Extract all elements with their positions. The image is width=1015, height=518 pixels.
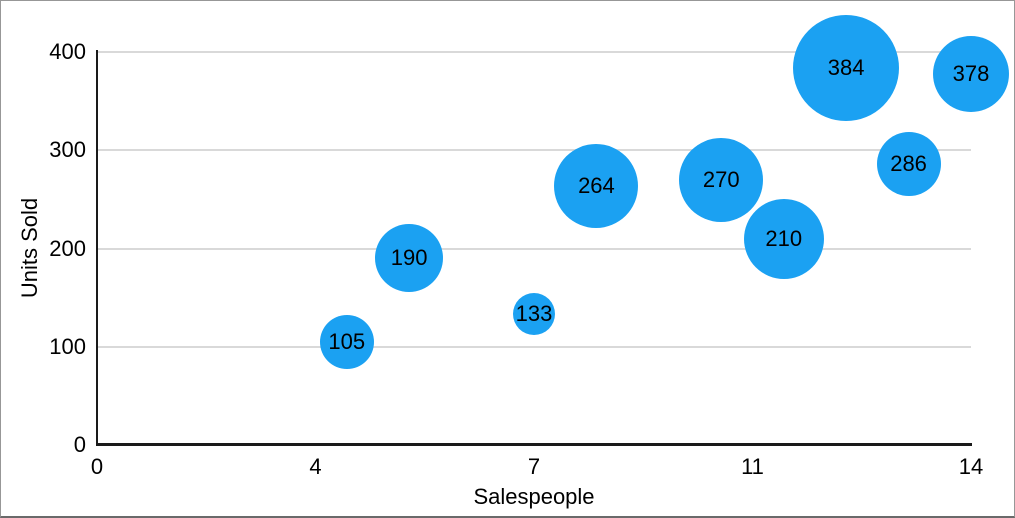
gridline [97,247,971,250]
bubble-label: 270 [702,166,740,192]
bubble-label: 190 [390,245,428,271]
x-axis-line [96,443,972,446]
x-tick-label: 7 [527,454,541,479]
y-tick-label: 200 [49,235,86,261]
bubble-label: 105 [328,328,366,354]
bubble: 264 [554,143,639,228]
y-tick-label: 400 [49,39,86,64]
bubble-label: 384 [827,54,865,80]
bubble: 378 [933,35,1009,112]
y-tick-label: 0 [73,432,86,457]
x-axis-title: Salespeople [473,484,595,509]
bubble-label: 210 [765,225,803,251]
y-axis-line [96,50,98,446]
bubble-label: 286 [890,151,927,176]
bubble: 190 [375,224,444,293]
x-tick-label: 0 [90,454,104,479]
bubble: 286 [876,132,941,196]
x-tick-label: 4 [309,454,322,479]
bubble: 270 [679,137,764,222]
bubble-label: 378 [952,60,990,86]
x-tick-label: 14 [958,454,984,479]
bubble: 210 [743,198,824,279]
gridline [97,51,971,53]
bubble: 105 [319,314,374,369]
y-axis-title: Units Sold [17,197,42,299]
bubble-label: 133 [515,301,553,327]
bubble: 133 [513,293,555,336]
y-tick-label: 300 [49,137,86,163]
gridline [97,149,971,152]
bubble: 384 [793,14,900,121]
x-tick-label: 11 [741,454,764,479]
bubble-label: 264 [578,172,615,198]
gridline [97,345,971,348]
y-tick-label: 100 [49,333,86,359]
